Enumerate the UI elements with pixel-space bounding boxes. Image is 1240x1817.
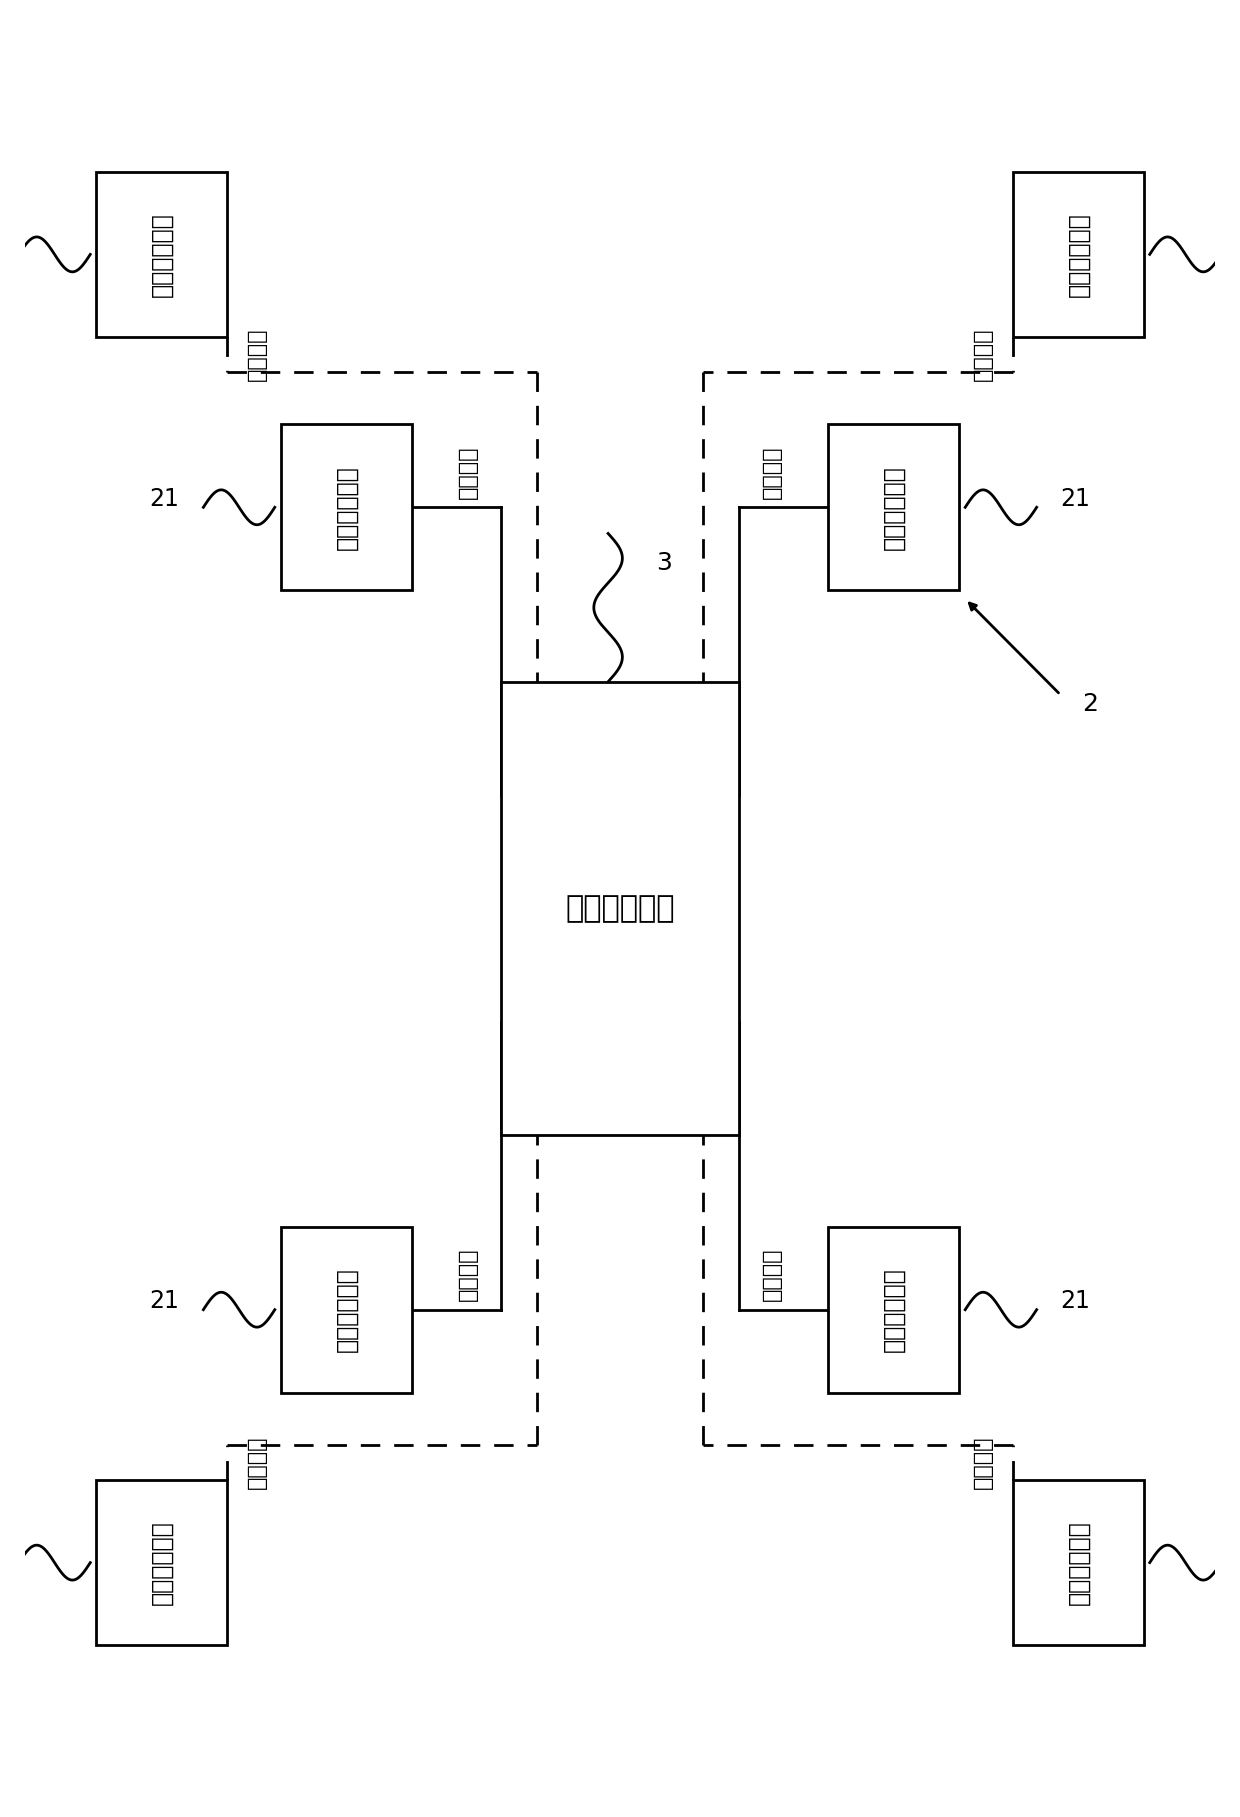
Bar [1013, 1479, 1143, 1646]
Bar [828, 425, 960, 591]
Text: 21: 21 [1060, 487, 1090, 511]
Text: 監测信号: 監测信号 [973, 1435, 993, 1490]
Bar [501, 681, 739, 1136]
Text: 3: 3 [656, 551, 672, 574]
Bar [280, 425, 412, 591]
Bar [97, 171, 227, 338]
Text: 21: 21 [1060, 1288, 1090, 1314]
Bar [97, 1479, 227, 1646]
Text: 輮速传感装置: 輮速传感装置 [882, 1266, 905, 1352]
Text: 輮速传感装置: 輮速传感装置 [882, 465, 905, 551]
Bar [280, 1226, 412, 1392]
Text: 輮速传感装置: 輮速传感装置 [335, 465, 358, 551]
Text: 輮速传感装置: 輮速传感装置 [335, 1266, 358, 1352]
Text: 21: 21 [150, 1288, 180, 1314]
Text: 監测信号: 監测信号 [247, 327, 267, 382]
Bar [1013, 171, 1143, 338]
Text: 監测信号: 監测信号 [247, 1435, 267, 1490]
Text: 2: 2 [1081, 692, 1097, 716]
Bar [828, 1226, 960, 1392]
Text: 21: 21 [150, 487, 180, 511]
Text: 監测発送装置: 監测発送装置 [1066, 1521, 1090, 1604]
Text: 監测信号: 監测信号 [973, 327, 993, 382]
Text: 監测発送装置: 監测発送装置 [1066, 213, 1090, 296]
Text: 監测発送装置: 監测発送装置 [150, 1521, 174, 1604]
Text: 齿数信号: 齿数信号 [761, 1248, 781, 1301]
Text: 齿数信号: 齿数信号 [459, 1248, 479, 1301]
Text: 齿数信号: 齿数信号 [459, 445, 479, 498]
Text: 監测発送装置: 監测発送装置 [150, 213, 174, 296]
Text: 電子控制単元: 電子控制単元 [565, 894, 675, 923]
Text: 齿数信号: 齿数信号 [761, 445, 781, 498]
